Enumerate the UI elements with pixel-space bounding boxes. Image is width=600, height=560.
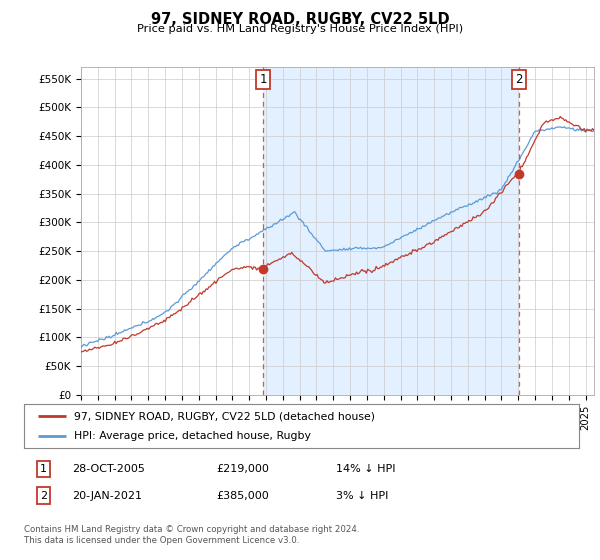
Text: 1: 1 (259, 73, 267, 86)
Text: 2: 2 (515, 73, 523, 86)
Text: 2: 2 (40, 491, 47, 501)
Text: 97, SIDNEY ROAD, RUGBY, CV22 5LD (detached house): 97, SIDNEY ROAD, RUGBY, CV22 5LD (detach… (74, 411, 375, 421)
Text: Price paid vs. HM Land Registry's House Price Index (HPI): Price paid vs. HM Land Registry's House … (137, 24, 463, 34)
Text: 28-OCT-2005: 28-OCT-2005 (72, 464, 145, 474)
Text: 3% ↓ HPI: 3% ↓ HPI (336, 491, 388, 501)
Bar (263, 67, 519, 395)
Text: 20-JAN-2021: 20-JAN-2021 (72, 491, 142, 501)
Text: 1: 1 (40, 464, 47, 474)
Text: £385,000: £385,000 (216, 491, 269, 501)
Text: HPI: Average price, detached house, Rugby: HPI: Average price, detached house, Rugb… (74, 431, 311, 441)
Text: £219,000: £219,000 (216, 464, 269, 474)
Text: 14% ↓ HPI: 14% ↓ HPI (336, 464, 395, 474)
Text: 97, SIDNEY ROAD, RUGBY, CV22 5LD: 97, SIDNEY ROAD, RUGBY, CV22 5LD (151, 12, 449, 27)
Text: Contains HM Land Registry data © Crown copyright and database right 2024.
This d: Contains HM Land Registry data © Crown c… (24, 525, 359, 545)
